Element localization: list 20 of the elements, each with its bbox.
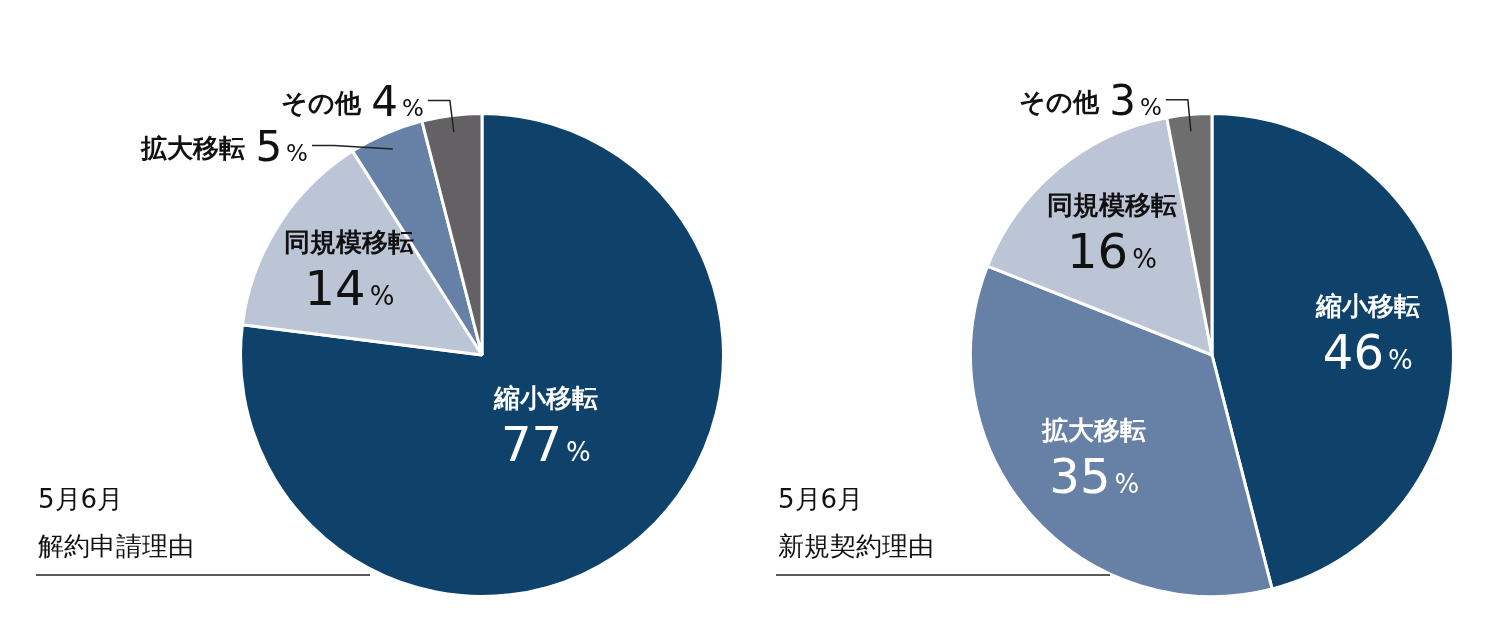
- text: 5月6月: [778, 484, 864, 514]
- data-label: 35%: [1049, 447, 1140, 504]
- slice-label: 同規模移転: [284, 226, 415, 257]
- slice-label: その他: [1019, 86, 1101, 117]
- text: 5月6月: [38, 484, 124, 514]
- text: 新規契約理由: [778, 531, 934, 561]
- slice-label: 縮小移転: [492, 383, 598, 414]
- data-label: 16%: [1067, 223, 1157, 280]
- data-label: 5%: [255, 121, 308, 171]
- slice-label: 拡大移転: [140, 132, 246, 163]
- data-label: 14%: [304, 259, 395, 316]
- slice-label: 拡大移転: [1041, 414, 1147, 445]
- data-label: 46%: [1322, 324, 1413, 381]
- data-label: 4%: [371, 76, 424, 126]
- slice-label: 同規模移転: [1046, 190, 1177, 221]
- data-label: 3%: [1109, 75, 1162, 125]
- text: 解約申請理由: [38, 531, 194, 561]
- data-label: 77%: [500, 416, 591, 473]
- slice-label: 縮小移転: [1314, 291, 1420, 322]
- slice-label: その他: [281, 87, 363, 118]
